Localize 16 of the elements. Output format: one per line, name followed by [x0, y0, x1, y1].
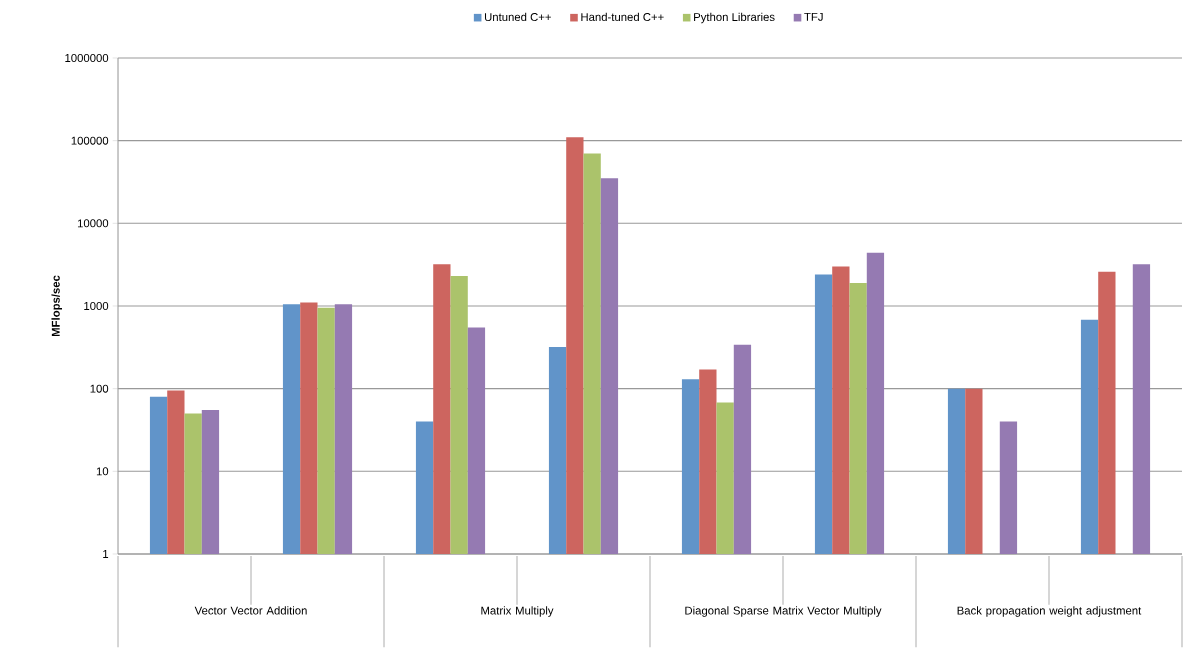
y-tick-label: 100000 — [71, 136, 109, 145]
text: Diagonal Sparse Matrix Vector Multiply — [685, 606, 882, 617]
y-tick-label: 10 — [96, 467, 109, 476]
y-tick-label: 1 — [103, 550, 109, 558]
y-tick-label: 1000 — [84, 301, 109, 310]
legend-label: Hand-tuned C++ — [581, 12, 664, 22]
text: Matrix Multiply — [481, 606, 554, 617]
y-tick-label: 100 — [90, 384, 109, 393]
y-tick-label: 1000000 — [65, 53, 109, 62]
text: Back propagation weight adjustment — [957, 606, 1142, 617]
y-axis-title: MFlops/sec — [51, 275, 63, 337]
text: Vector Vector Addition — [194, 606, 307, 615]
legend-label: TFJ — [804, 12, 823, 21]
y-tick-label: 10000 — [77, 219, 109, 228]
legend-label: Untuned C++ — [484, 12, 551, 22]
legend-label: Python Libraries — [694, 12, 775, 24]
